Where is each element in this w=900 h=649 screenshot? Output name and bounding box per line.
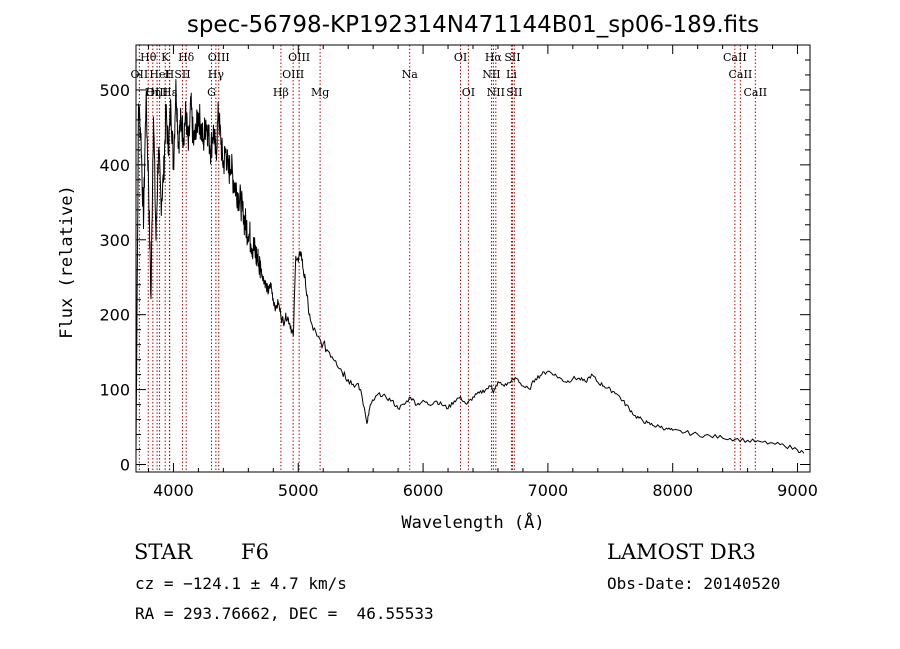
line-marker-label: CaII [723,51,747,64]
line-marker-label: SII [174,68,190,81]
object-class: STAR [134,540,193,564]
x-tick-label: 5000 [278,481,319,500]
y-tick-label: 500 [99,81,130,100]
line-marker-label: OIII [288,51,310,64]
y-axis: 0 100 200 300 400 500 [99,59,810,475]
line-marker-label: H [165,68,175,81]
x-tick-label: 4000 [153,481,194,500]
line-marker-label: OIII [146,86,168,99]
object-subclass: F6 [241,540,269,564]
line-marker-label: OIII [208,51,230,64]
line-marker-label: OIII [282,68,304,81]
x-tick-label: 8000 [652,481,693,500]
y-tick-label: 0 [120,456,130,475]
chart-title: spec-56798-KP192314N471144B01_sp06-189.f… [187,12,759,38]
x-tick-label: 9000 [777,481,818,500]
line-marker-label: OI [454,51,467,64]
y-tick-label: 200 [99,306,130,325]
line-marker-label: K [161,51,170,64]
observation-date: Obs-Date: 20140520 [607,574,781,593]
line-marker-label: Li [506,68,517,81]
line-marker-label: SII [504,51,520,64]
x-axis-label: Wavelength (Å) [401,511,544,533]
line-marker-label: Hη [145,86,161,99]
line-marker-label: Hε [162,86,178,99]
coordinates: RA = 293.76662, DEC = 46.55533 [135,604,434,623]
line-marker-label: CaII [743,86,767,99]
line-marker-label: Hγ [208,68,225,81]
line-markers [138,45,756,472]
line-marker-label: OI [462,86,475,99]
spectrum-line [135,79,805,454]
y-tick-label: 100 [99,381,130,400]
line-marker-label: NII [487,86,505,99]
spectrum-series [135,79,805,454]
line-marker-label: Hα [485,51,503,64]
line-marker-label: Hβ [273,86,289,99]
plot-frame [135,44,811,473]
line-marker-label: Hθ [140,51,157,64]
y-axis-label: Flux (relative) [57,185,77,339]
line-marker-label: HeI [149,68,169,81]
x-tick-label: 7000 [528,481,569,500]
x-axis: 4000 5000 6000 7000 8000 9000 [147,45,818,500]
y-tick-label: 400 [99,156,130,175]
survey-name: LAMOST DR3 [607,540,756,564]
x-tick-label: 6000 [403,481,444,500]
line-marker-label: Mg [311,86,329,99]
redshift-velocity: cz = −124.1 ± 4.7 km/s [135,574,347,593]
line-marker-label: NII [482,68,500,81]
line-marker-label: Na [402,68,419,81]
line-marker-label: SII [506,86,522,99]
line-marker-label: Hδ [178,51,195,64]
line-marker-label: G [207,86,216,99]
y-tick-label: 300 [99,231,130,250]
line-marker-label: CaII [729,68,753,81]
